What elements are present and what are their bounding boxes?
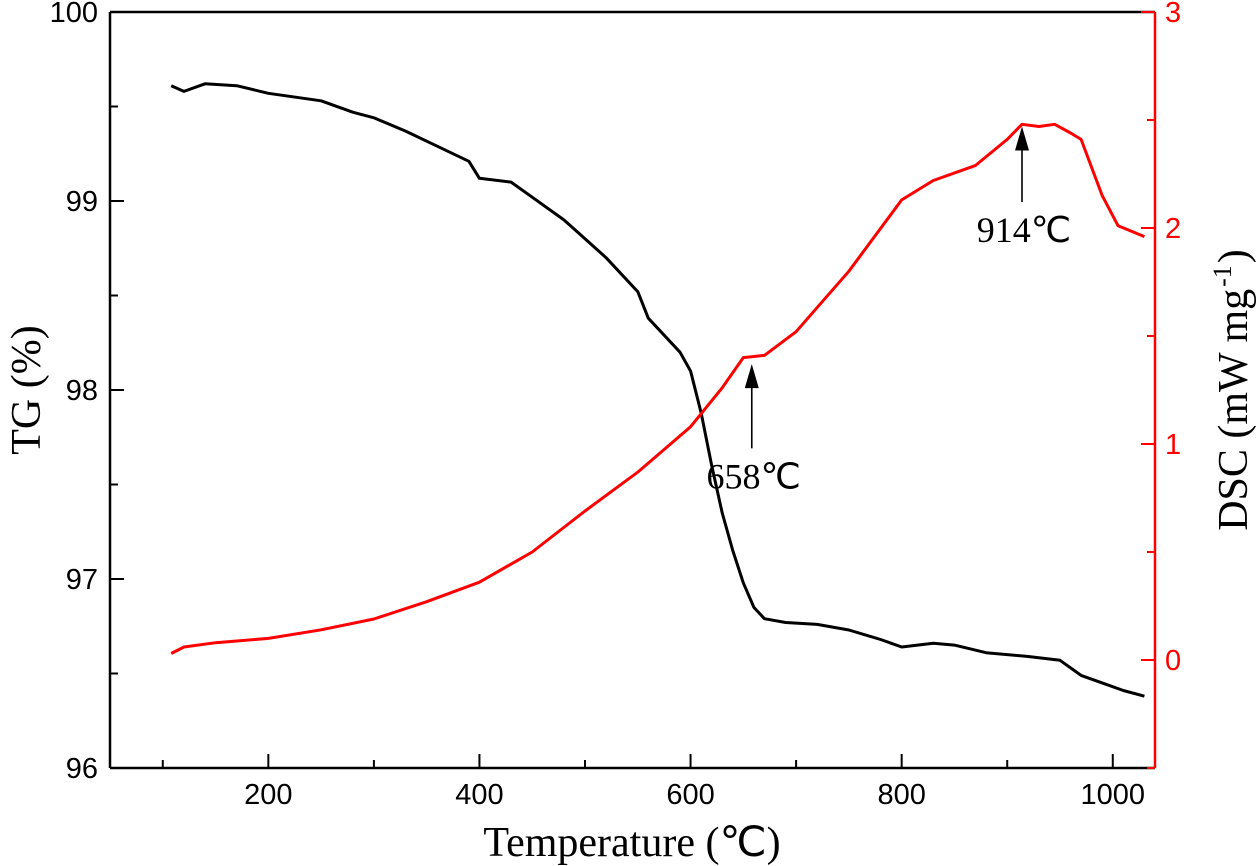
y-tick-label: 97	[66, 564, 98, 596]
x-tick-label: 1000	[1081, 779, 1146, 811]
y-tick-label: 96	[66, 753, 98, 785]
annotation-label: 658℃	[707, 456, 801, 496]
y-tick-label: 100	[50, 0, 98, 29]
y2-axis-title-end: )	[1211, 249, 1257, 263]
x-axis-title: Temperature (℃)	[483, 820, 780, 866]
x-tick-label: 600	[666, 779, 714, 811]
x-tick-label: 200	[244, 779, 292, 811]
series-line-dsc	[170, 122, 1145, 655]
x-tick-label: 800	[877, 779, 925, 811]
y2-axis-title-main: DSC (mW mg	[1211, 289, 1257, 531]
y2-axis-title: DSC (mW mg-1)	[1208, 249, 1257, 531]
x-tick-label: 400	[455, 779, 503, 811]
y2-tick-label: 0	[1165, 645, 1181, 677]
y2-axis-title-sup: -1	[1208, 265, 1237, 287]
annotation-arrow-head	[744, 364, 759, 389]
series-line-tg	[170, 82, 1145, 698]
y2-tick-label: 3	[1165, 0, 1181, 29]
y-tick-label: 99	[66, 186, 98, 218]
y2-tick-label: 1	[1165, 429, 1181, 461]
annotation-label: 914℃	[977, 210, 1071, 250]
y-tick-label: 98	[66, 375, 98, 407]
annotation-arrow-head	[1015, 126, 1029, 151]
y2-tick-label: 2	[1165, 213, 1181, 245]
y-axis-title: TG (%)	[4, 325, 50, 454]
